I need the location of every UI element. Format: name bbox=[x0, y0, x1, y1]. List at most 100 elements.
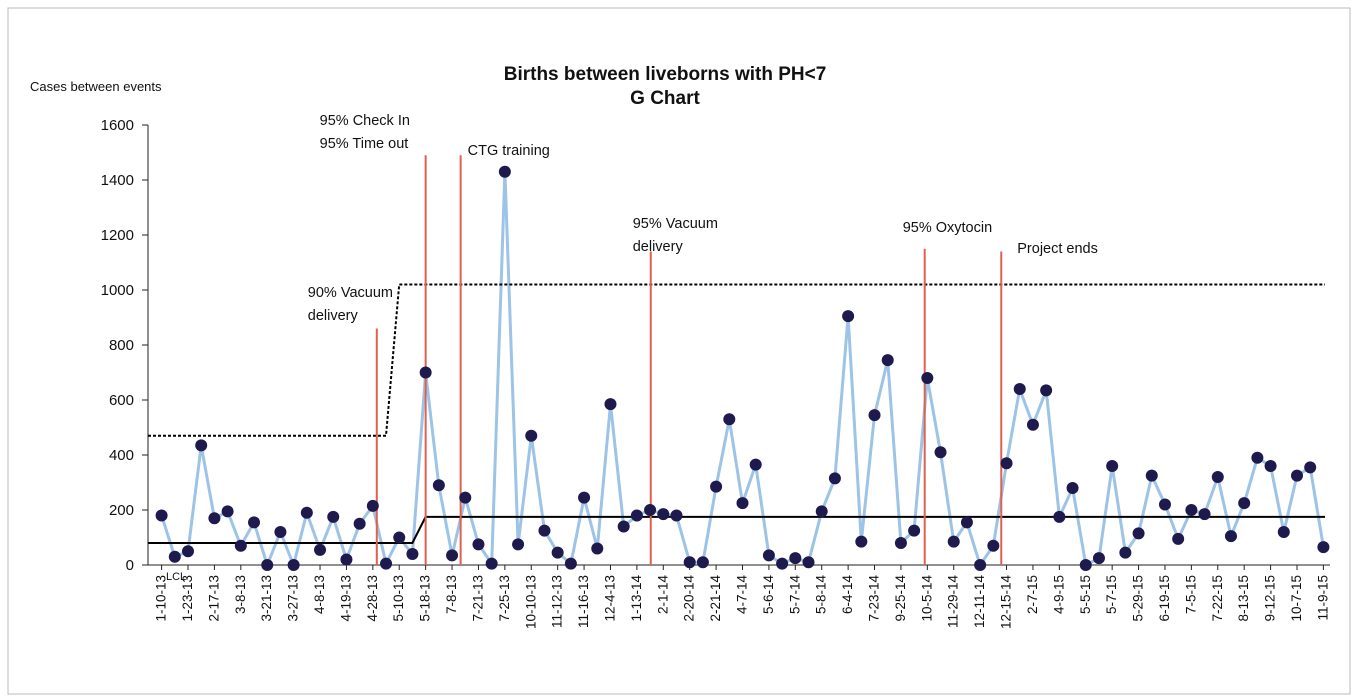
data-point bbox=[947, 535, 960, 548]
data-point bbox=[1026, 418, 1039, 431]
data-point bbox=[736, 497, 749, 510]
data-point bbox=[221, 505, 234, 518]
data-point bbox=[274, 526, 287, 538]
data-point bbox=[208, 512, 221, 525]
data-point bbox=[1079, 559, 1092, 571]
data-point bbox=[1119, 546, 1132, 559]
x-tick-label: 11-16-13 bbox=[576, 575, 591, 628]
data-point bbox=[1238, 497, 1251, 510]
data-point bbox=[921, 372, 934, 384]
data-point bbox=[287, 559, 300, 571]
data-point bbox=[234, 539, 247, 552]
x-tick-label: 2-20-14 bbox=[682, 575, 697, 622]
data-point bbox=[406, 548, 419, 560]
data-point bbox=[987, 539, 1000, 552]
y-tick-label: 1200 bbox=[101, 227, 134, 244]
x-tick-label: 6-4-14 bbox=[840, 575, 855, 615]
event-label: CTG training bbox=[468, 143, 550, 159]
data-point bbox=[419, 366, 432, 379]
data-point bbox=[380, 557, 393, 570]
y-tick-label: 600 bbox=[109, 392, 134, 409]
x-tick-label: 10-7-15 bbox=[1289, 575, 1304, 622]
data-point bbox=[842, 310, 855, 323]
data-point bbox=[1092, 552, 1105, 565]
x-tick-label: 11-12-13 bbox=[550, 575, 565, 628]
x-tick-label: 7-25-13 bbox=[497, 575, 512, 622]
data-point bbox=[1264, 460, 1277, 472]
y-tick-label: 800 bbox=[109, 337, 134, 354]
x-tick-label: 9-25-14 bbox=[893, 575, 908, 622]
x-tick-label: 5-7-15 bbox=[1104, 575, 1119, 614]
x-tick-label: 6-19-15 bbox=[1157, 575, 1172, 622]
data-point bbox=[485, 557, 498, 570]
data-point bbox=[261, 559, 274, 571]
y-tick-label: 0 bbox=[126, 557, 134, 574]
x-tick-label: 5-6-14 bbox=[761, 575, 776, 615]
x-tick-label: 1-10-13 bbox=[154, 575, 169, 622]
data-point bbox=[353, 517, 366, 530]
x-tick-label: 1-23-13 bbox=[180, 575, 195, 622]
data-point bbox=[670, 509, 683, 522]
chart-title: G Chart bbox=[630, 88, 700, 109]
data-point bbox=[630, 509, 643, 522]
data-point bbox=[366, 499, 379, 512]
data-point bbox=[393, 531, 406, 544]
data-point bbox=[498, 165, 511, 178]
data-point bbox=[551, 546, 564, 559]
x-tick-label: 4-19-13 bbox=[338, 575, 353, 622]
x-tick-label: 5-8-14 bbox=[814, 575, 829, 615]
x-tick-label: 12-4-13 bbox=[602, 575, 617, 622]
x-tick-label: 2-7-15 bbox=[1025, 575, 1040, 614]
data-point bbox=[881, 354, 894, 367]
control-line bbox=[148, 283, 1325, 437]
x-tick-label: 7-5-15 bbox=[1183, 575, 1198, 614]
event-label: 90% Vacuum bbox=[308, 285, 393, 301]
x-tick-label: 4-9-15 bbox=[1051, 575, 1066, 614]
data-point bbox=[248, 516, 261, 529]
data-point bbox=[710, 480, 723, 493]
x-tick-label: 3-8-13 bbox=[233, 575, 248, 614]
lcl-label: LCL bbox=[166, 571, 186, 583]
data-point bbox=[168, 550, 181, 563]
data-point bbox=[459, 491, 472, 504]
x-tick-label: 9-12-15 bbox=[1263, 575, 1278, 622]
x-tick-label: 5-18-13 bbox=[418, 575, 433, 622]
x-tick-label: 3-27-13 bbox=[286, 575, 301, 622]
data-point bbox=[1198, 508, 1211, 521]
x-tick-label: 4-7-14 bbox=[735, 575, 750, 615]
data-point bbox=[432, 479, 445, 492]
x-tick-label: 7-22-15 bbox=[1210, 575, 1225, 622]
y-tick-label: 1400 bbox=[101, 172, 134, 189]
event-label: 95% Vacuum bbox=[633, 216, 718, 232]
data-point bbox=[776, 557, 789, 570]
data-point bbox=[182, 545, 195, 558]
data-point bbox=[894, 537, 907, 549]
data-point bbox=[327, 510, 340, 523]
data-point bbox=[1224, 530, 1237, 543]
data-point bbox=[1211, 471, 1224, 483]
data-point bbox=[525, 429, 538, 442]
data-point bbox=[960, 516, 973, 529]
data-point bbox=[1013, 383, 1026, 395]
data-point bbox=[749, 458, 762, 471]
data-point bbox=[762, 549, 775, 562]
data-point bbox=[617, 520, 630, 533]
x-tick-label: 11-9-15 bbox=[1315, 575, 1330, 621]
data-point bbox=[868, 409, 881, 422]
data-point bbox=[1317, 541, 1330, 554]
data-point bbox=[340, 553, 353, 566]
data-point bbox=[723, 413, 736, 426]
y-axis-label: Cases between events bbox=[30, 79, 162, 94]
data-point bbox=[1053, 510, 1066, 523]
data-point bbox=[1290, 469, 1303, 482]
data-point bbox=[1304, 461, 1317, 474]
x-tick-label: 3-21-13 bbox=[259, 575, 274, 622]
data-point bbox=[1000, 457, 1013, 470]
data-point bbox=[696, 556, 709, 569]
data-point bbox=[512, 538, 525, 551]
data-point bbox=[657, 508, 670, 521]
event-label: 95% Check In bbox=[320, 113, 410, 129]
x-tick-label: 7-8-13 bbox=[444, 575, 459, 614]
data-point bbox=[1172, 532, 1185, 545]
